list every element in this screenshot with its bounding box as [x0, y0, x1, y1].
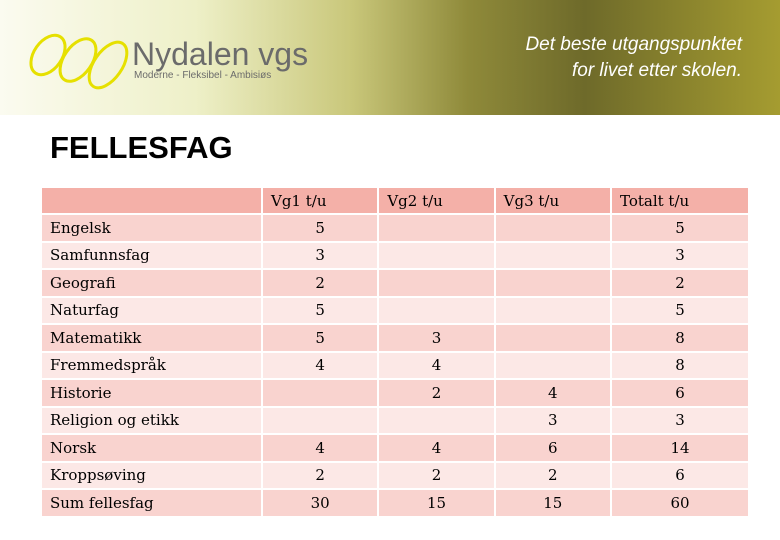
slogan: for livet etter skolen.: [571, 60, 742, 81]
hours-cell: 6: [609, 378, 751, 408]
table-row: Naturfag 5 5: [40, 295, 751, 325]
hours-cell: 2: [609, 268, 751, 298]
table-row: Sum fellesfag 30 15 15 60: [40, 488, 751, 518]
hours-cell: 2: [377, 460, 496, 490]
hours-cell: 15: [377, 488, 496, 518]
hours-cell: 4: [377, 433, 496, 463]
hours-cell: 2: [493, 460, 612, 490]
subject-cell: Religion og etikk: [40, 405, 263, 435]
table-row: Engelsk 5 5: [40, 213, 751, 243]
banner: Nydalen vgs Moderne - Fleksibel - Ambisi…: [0, 0, 780, 115]
table-row: Historie 2 4 6: [40, 378, 751, 408]
hours-cell: 3: [493, 405, 612, 435]
slide-title: FELLESFAG: [50, 130, 233, 165]
hours-cell: 3: [260, 240, 380, 270]
hours-cell: 4: [493, 378, 612, 408]
empty-cell: [493, 213, 612, 243]
empty-cell: [493, 268, 612, 298]
table-row: Fremmedspråk 4 4 8: [40, 350, 751, 380]
hours-cell: 5: [260, 323, 380, 353]
subject-cell: Geografi: [40, 268, 263, 298]
hours-cell: 8: [609, 323, 751, 353]
empty-cell: [260, 378, 380, 408]
hours-cell: 3: [609, 240, 751, 270]
table-row: Norsk 4 4 6 14: [40, 433, 751, 463]
subject-cell: Norsk: [40, 433, 263, 463]
hours-cell: 6: [493, 433, 612, 463]
hours-cell: 30: [260, 488, 380, 518]
table-row: Kroppsøving 2 2 2 6: [40, 460, 751, 490]
empty-cell: [377, 405, 496, 435]
subject-cell: Fremmedspråk: [40, 350, 263, 380]
hours-cell: 5: [609, 295, 751, 325]
empty-cell: [493, 350, 612, 380]
tagline: Moderne - Fleksibel - Ambisiøs: [134, 70, 272, 81]
header-row: Vg1 t/u Vg2 t/u Vg3 t/u Totalt t/u: [40, 186, 751, 215]
header-cell: Vg1 t/u: [260, 186, 380, 215]
hours-cell: 2: [260, 460, 380, 490]
table-row: Matematikk 5 3 8: [40, 323, 751, 353]
hours-cell: 4: [377, 350, 496, 380]
empty-cell: [260, 405, 380, 435]
slogan: Det beste utgangspunktet: [525, 34, 742, 55]
hours-cell: 4: [260, 433, 380, 463]
subject-table: Vg1 t/u Vg2 t/u Vg3 t/u Totalt t/u Engelsk 5…: [40, 186, 751, 518]
logo-rings: [29, 33, 129, 90]
subject-cell: Kroppsøving: [40, 460, 263, 490]
empty-cell: [493, 323, 612, 353]
hours-cell: 14: [609, 433, 751, 463]
header-cell: Totalt t/u: [609, 186, 751, 215]
empty-cell: [377, 240, 496, 270]
subject-cell: Sum fellesfag: [40, 488, 263, 518]
hours-cell: 15: [493, 488, 612, 518]
subject-cell: Naturfag: [40, 295, 263, 325]
empty-cell: [377, 295, 496, 325]
table-row: Religion og etikk 3 3: [40, 405, 751, 435]
subject-cell: Matematikk: [40, 323, 263, 353]
hours-cell: 8: [609, 350, 751, 380]
empty-cell: [377, 268, 496, 298]
hours-cell: 6: [609, 460, 751, 490]
header-cell: Vg2 t/u: [377, 186, 496, 215]
hours-cell: 3: [609, 405, 751, 435]
table-row: Samfunnsfag 3 3: [40, 240, 751, 270]
header-cell: [40, 186, 263, 215]
subject-cell: Engelsk: [40, 213, 263, 243]
hours-cell: 2: [260, 268, 380, 298]
table-row: Geografi 2 2: [40, 268, 751, 298]
hours-cell: 5: [260, 295, 380, 325]
hours-cell: 4: [260, 350, 380, 380]
empty-cell: [377, 213, 496, 243]
hours-cell: 5: [260, 213, 380, 243]
header-cell: Vg3 t/u: [493, 186, 612, 215]
logo-text: Nydalen vgs: [132, 36, 309, 72]
empty-cell: [493, 240, 612, 270]
hours-cell: 3: [377, 323, 496, 353]
hours-cell: 60: [609, 488, 751, 518]
subject-cell: Historie: [40, 378, 263, 408]
hours-cell: 5: [609, 213, 751, 243]
empty-cell: [493, 295, 612, 325]
subject-cell: Samfunnsfag: [40, 240, 263, 270]
hours-cell: 2: [377, 378, 496, 408]
